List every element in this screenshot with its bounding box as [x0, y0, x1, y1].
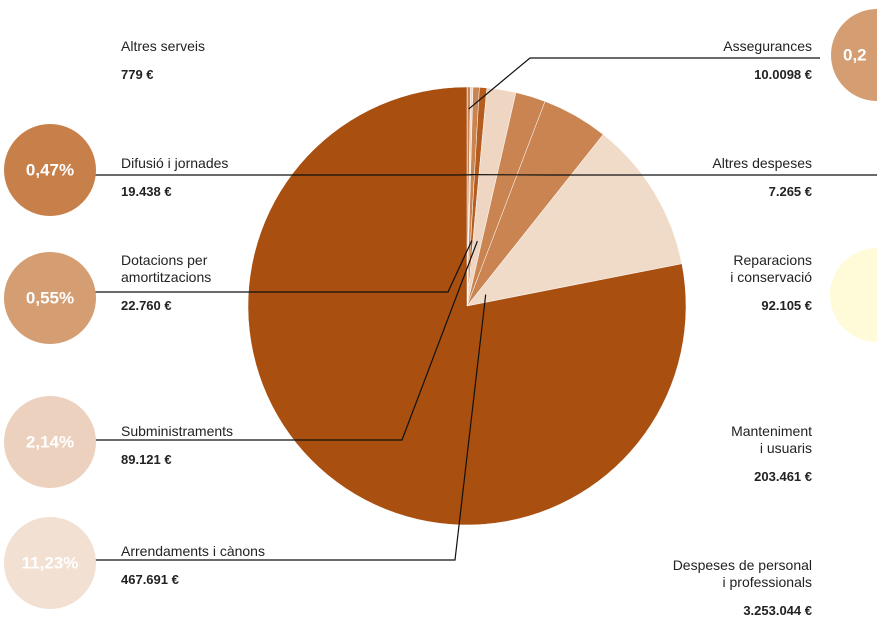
- percent-label: 2,14%: [26, 432, 74, 451]
- percent-label: 0,55%: [26, 288, 74, 307]
- category-name: Manteniment i usuaris: [731, 423, 812, 457]
- slice-label: Altres despeses 7.265 €: [712, 155, 812, 200]
- percent-label: 11,23%: [22, 553, 79, 572]
- slice-label: Altres serveis 779 €: [121, 38, 205, 83]
- category-name: Reparacions i conservació: [730, 252, 812, 286]
- value-label: 92.105 €: [730, 297, 812, 314]
- category-name: Arrendaments i cànons: [121, 543, 265, 560]
- category-name: Subministraments: [121, 423, 233, 440]
- slice-label: Difusió i jornades 19.438 €: [121, 155, 228, 200]
- slice-label: Dotacions per amortitzacions 22.760 €: [121, 252, 211, 314]
- value-label: 10.0098 €: [723, 66, 812, 83]
- value-label: 779 €: [121, 66, 205, 83]
- slice-label: Reparacions i conservació 92.105 €: [730, 252, 812, 314]
- value-label: 19.438 €: [121, 183, 228, 200]
- category-name: Dotacions per amortitzacions: [121, 252, 211, 286]
- value-label: 7.265 €: [712, 183, 812, 200]
- percent-label: 0,2: [843, 45, 867, 64]
- value-label: 467.691 €: [121, 571, 265, 588]
- category-name: Despeses de personal i professionals: [673, 557, 812, 591]
- category-name: Difusió i jornades: [121, 155, 228, 172]
- category-name: Assegurances: [723, 38, 812, 55]
- category-name: Altres serveis: [121, 38, 205, 55]
- value-label: 89.121 €: [121, 451, 233, 468]
- slice-label: Despeses de personal i professionals 3.25…: [673, 557, 812, 619]
- decor-circle: [830, 248, 877, 342]
- category-name: Altres despeses: [712, 155, 812, 172]
- value-label: 203.461 €: [731, 468, 812, 485]
- slice-label: Arrendaments i cànons 467.691 €: [121, 543, 265, 588]
- value-label: 3.253.044 €: [673, 602, 812, 619]
- slice-label: Assegurances 10.0098 €: [723, 38, 812, 83]
- slice-label: Subministraments 89.121 €: [121, 423, 233, 468]
- slice-label: Manteniment i usuaris 203.461 €: [731, 423, 812, 485]
- value-label: 22.760 €: [121, 297, 211, 314]
- percent-label: 0,47%: [26, 160, 74, 179]
